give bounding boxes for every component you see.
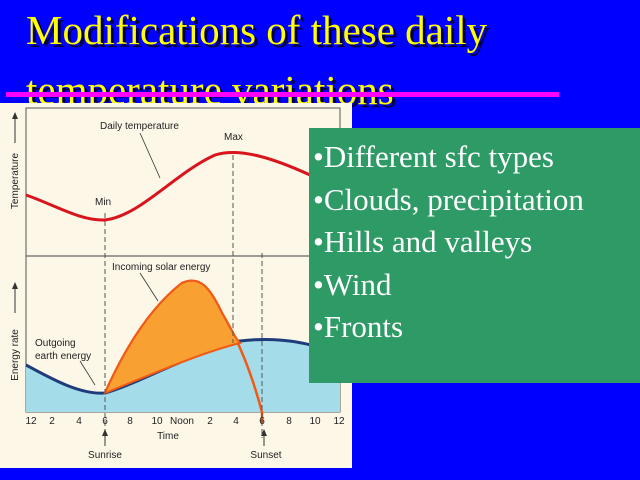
max-label: Max (224, 132, 243, 143)
temperature-curve (25, 151, 341, 222)
tick-label: 6 (102, 416, 108, 427)
outgoing-label-line-2: earth energy (35, 351, 91, 362)
min-label: Min (95, 197, 111, 208)
diagram-svg: Temperature Energy rate Daily temperatur… (10, 107, 345, 461)
sunrise-label: Sunrise (88, 450, 122, 461)
tick-label: 12 (25, 416, 37, 427)
tick-label: 10 (309, 416, 321, 427)
tick-label: 4 (233, 416, 239, 427)
tick-label: 8 (127, 416, 133, 427)
sunset-arrowhead (261, 429, 267, 436)
energy-axis-label: Energy rate (10, 329, 21, 381)
sunrise-arrowhead (102, 429, 108, 436)
title-underline (6, 92, 559, 97)
tick-label: 10 (151, 416, 163, 427)
temperature-axis-arrowhead (12, 112, 18, 119)
x-tick-labels: 12 2 4 6 8 10 Noon 2 4 6 8 10 12 (25, 416, 345, 427)
outgoing-energy-pointer (79, 360, 96, 386)
energy-axis-arrowhead (12, 282, 18, 289)
sunset-label: Sunset (250, 450, 281, 461)
daily-temperature-diagram: Temperature Energy rate Daily temperatur… (0, 103, 352, 468)
tick-label: 2 (49, 416, 55, 427)
solar-energy-pointer (139, 272, 159, 302)
bullet-item: •Clouds, precipitation (313, 181, 584, 217)
outgoing-label-line-1: Outgoing (35, 338, 76, 349)
tick-label: 12 (333, 416, 345, 427)
slide-title: Modifications of these daily temperature… (26, 0, 626, 120)
daily-temperature-pointer (139, 132, 161, 179)
bullet-list-box: •Different sfc types •Clouds, precipitat… (309, 128, 640, 383)
tick-label: 8 (286, 416, 292, 427)
solar-energy-area (103, 279, 242, 395)
tick-label: 6 (259, 416, 265, 427)
bullet-item: •Hills and valleys (313, 224, 533, 259)
bullet-item: •Different sfc types (313, 139, 554, 174)
tick-label: 4 (76, 416, 82, 427)
daily-temperature-label: Daily temperature (100, 121, 179, 132)
title-line-1: Modifications of these daily (26, 7, 488, 53)
temperature-axis-label: Temperature (10, 152, 21, 209)
tick-label: 2 (207, 416, 213, 427)
solar-energy-label: Incoming solar energy (112, 262, 210, 273)
tick-label: Noon (170, 416, 194, 427)
time-axis-label: Time (157, 431, 179, 442)
bullet-item: •Wind (313, 266, 392, 302)
bullet-item: •Fronts (313, 309, 404, 344)
